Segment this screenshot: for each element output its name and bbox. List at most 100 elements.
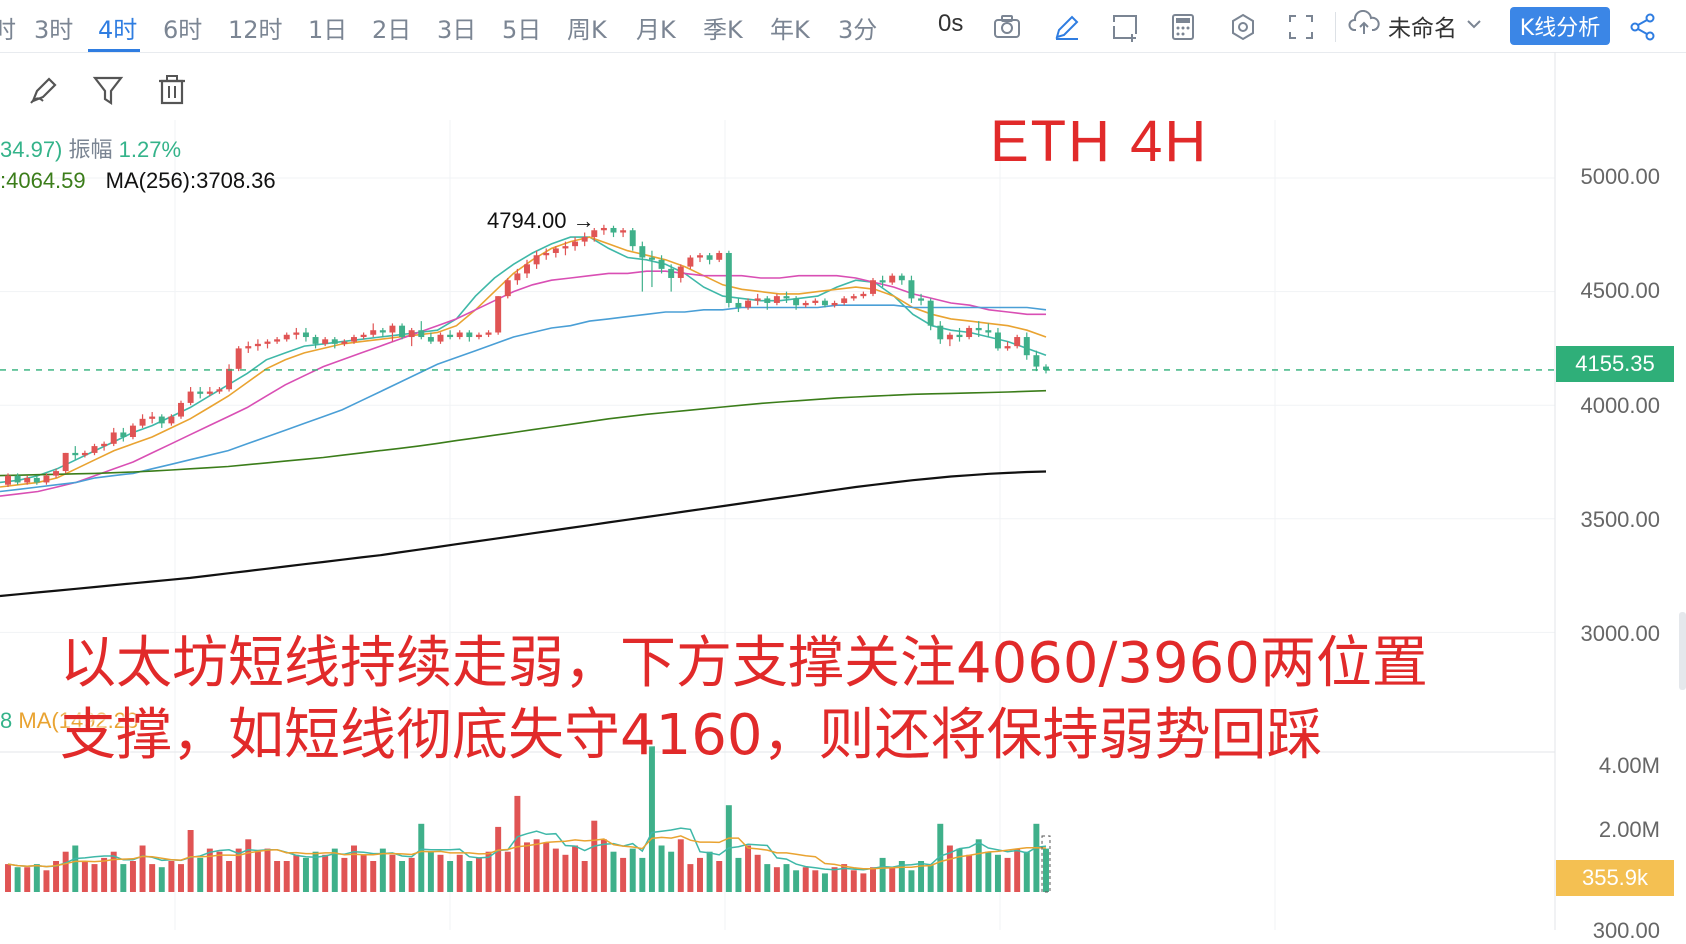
candle-body <box>178 402 184 417</box>
timeframe-quarter[interactable]: 季K <box>703 16 743 44</box>
candle-body <box>389 325 396 333</box>
volume-ma-legend: 8 MA(1492.28 <box>0 708 138 734</box>
camera-icon[interactable] <box>990 10 1024 44</box>
candle-body <box>235 348 242 369</box>
volume-bar <box>129 861 136 892</box>
candle-body <box>226 368 233 390</box>
timeframe-year[interactable]: 年K <box>770 16 810 44</box>
candle-body <box>898 275 905 281</box>
share-icon[interactable] <box>1626 10 1660 44</box>
moving-average-line <box>0 470 1047 598</box>
volume-bar <box>745 845 752 892</box>
candle-body <box>110 432 117 444</box>
volume-bar <box>927 864 934 892</box>
project-selector[interactable]: 未命名 <box>1348 8 1483 44</box>
volume-bar <box>514 795 521 892</box>
candle-body <box>370 330 377 335</box>
magnet-draw-icon[interactable] <box>24 70 64 110</box>
timeframe-3h[interactable]: 3时 <box>34 16 74 44</box>
volume-bar <box>293 854 300 892</box>
volume-bar <box>658 845 665 892</box>
candle-body <box>620 230 627 233</box>
candle-body <box>946 334 953 340</box>
volume-ma-value: 492.28 <box>70 708 139 733</box>
candle-body <box>312 337 319 344</box>
volume-bar <box>351 845 357 892</box>
moving-average-line <box>0 236 1047 488</box>
volume-bar <box>418 823 425 892</box>
seconds-toggle[interactable]: 0s <box>938 10 964 37</box>
timeframe-12h[interactable]: 12时 <box>228 16 283 44</box>
current-volume-marker <box>1041 835 1051 893</box>
ohlc-legend: 34.97) 振幅 1.27% <box>0 132 181 164</box>
kline-analysis-button[interactable]: K线分析 <box>1510 7 1610 45</box>
timeframe-4h[interactable]: 4时 <box>98 16 138 44</box>
candle-body <box>918 298 925 301</box>
volume-bar <box>312 851 319 892</box>
candle-body <box>552 248 559 253</box>
timeframe-1d[interactable]: 1日 <box>308 16 348 44</box>
volume-bar <box>33 864 40 892</box>
candle-body <box>658 259 665 269</box>
settings-icon[interactable] <box>1226 10 1260 44</box>
fullscreen-icon[interactable] <box>1284 10 1318 44</box>
candle-body <box>129 425 136 438</box>
timeframe-2d[interactable]: 2日 <box>372 16 412 44</box>
amplitude-label: 振幅 <box>68 137 113 162</box>
timeframe-5d[interactable]: 5日 <box>502 16 542 44</box>
candle-body <box>687 257 694 267</box>
volume-bar <box>793 870 800 892</box>
volume-bar <box>254 851 261 892</box>
pencil-icon[interactable] <box>1050 10 1084 44</box>
candle-body <box>937 325 944 340</box>
volume-bar <box>178 864 184 892</box>
volume-bar <box>802 867 809 892</box>
candle-body <box>533 255 540 265</box>
timeframe-6h[interactable]: 6时 <box>163 16 203 44</box>
timeframe-3m[interactable]: 3分 <box>838 16 878 44</box>
candle-body <box>879 280 886 283</box>
volume-bar <box>860 873 867 892</box>
candle-body <box>735 302 742 308</box>
candle-body <box>956 334 963 338</box>
volume-bar <box>543 842 550 892</box>
candle-body <box>562 246 569 249</box>
volume-bar <box>581 861 588 892</box>
volume-bar <box>639 857 646 892</box>
trash-icon[interactable] <box>152 70 192 110</box>
cloud-icon <box>1348 9 1380 42</box>
price-tick-3000: 3000.00 <box>1580 621 1660 646</box>
volume-bar <box>216 851 223 892</box>
candle-body <box>908 280 915 299</box>
axis-scroll-handle[interactable] <box>1679 612 1686 690</box>
project-name: 未命名 <box>1388 16 1457 42</box>
candle-body <box>245 346 252 349</box>
candle-body <box>793 298 800 306</box>
timeframe-month[interactable]: 月K <box>636 16 676 44</box>
high-price-label: 4794.00 → <box>487 208 595 233</box>
filter-icon[interactable] <box>88 70 128 110</box>
ma-legend: :4064.59 MA(256):3708.36 <box>0 168 276 194</box>
candle-body <box>581 237 588 242</box>
volume-bar <box>552 848 559 892</box>
volume-ma-label: MA( <box>18 708 59 733</box>
frame-icon[interactable] <box>1108 10 1142 44</box>
volume-tick-partial: 300.00 <box>1592 918 1660 943</box>
volume-bar <box>495 826 502 892</box>
candle-body <box>1014 337 1021 347</box>
volume-bar <box>985 851 992 892</box>
candle-body <box>572 241 579 247</box>
calculator-icon[interactable] <box>1166 10 1200 44</box>
candle-body <box>187 391 194 403</box>
timeframe-week[interactable]: 周K <box>567 16 607 44</box>
timeframe-1h[interactable]: 时 <box>0 16 16 44</box>
volume-bar <box>226 861 233 892</box>
price-tick-4500: 4500.00 <box>1580 278 1660 303</box>
candle-body <box>812 300 819 303</box>
volume-bar <box>677 839 684 892</box>
candle-body <box>408 330 415 338</box>
timeframe-3d[interactable]: 3日 <box>437 16 477 44</box>
candle-body <box>466 332 473 338</box>
candle-body <box>524 264 530 274</box>
